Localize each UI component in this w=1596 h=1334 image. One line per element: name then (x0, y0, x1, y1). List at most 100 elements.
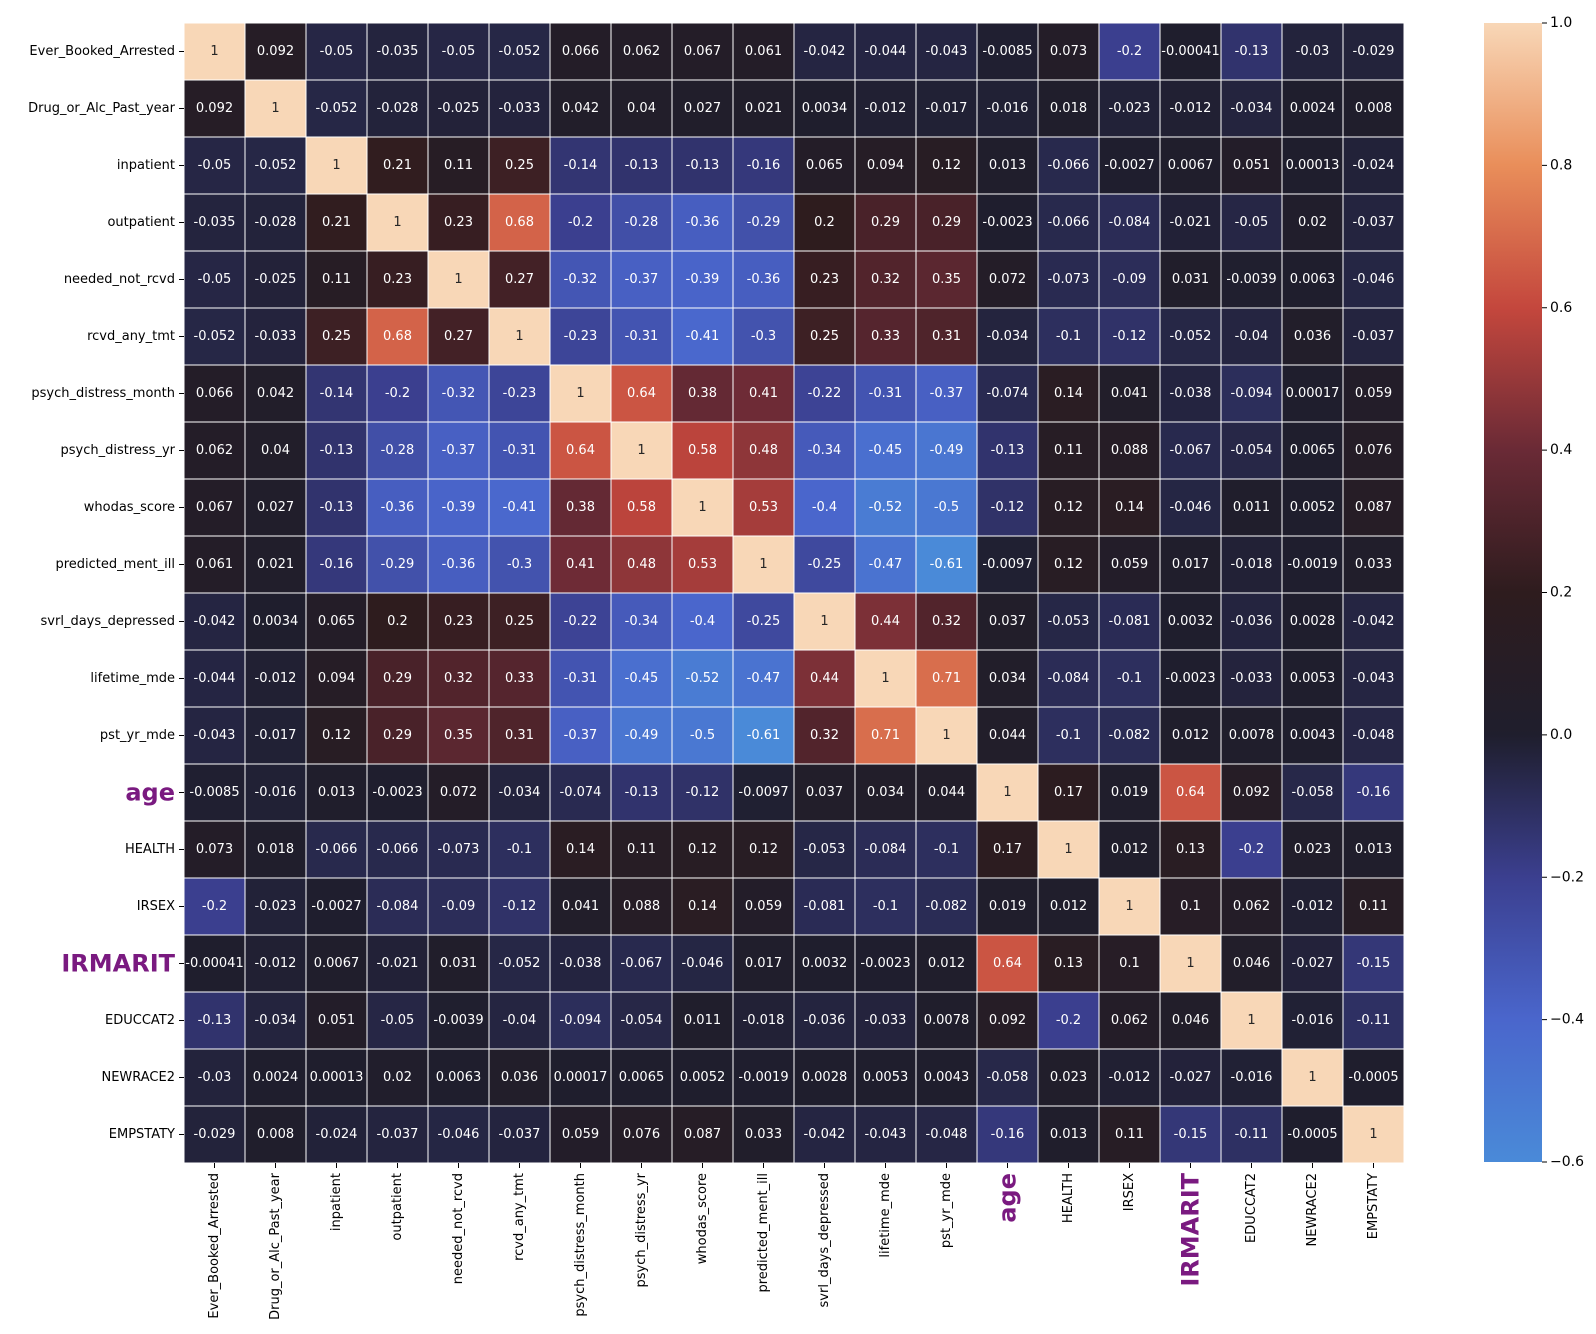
cell-annotation-18-14: 0.023 (1050, 1070, 1087, 1085)
cell-annotation-8-16: -0.046 (1170, 500, 1212, 515)
cell-annotation-8-0: 0.067 (196, 500, 233, 515)
cell-annotation-9-2: -0.16 (320, 557, 354, 572)
heatmap-cell-18-1 (244, 1048, 307, 1107)
heatmap-cell-12-17 (1220, 706, 1283, 765)
heatmap-cell-3-11 (854, 193, 917, 252)
cell-annotation-3-12: 0.29 (932, 215, 961, 230)
heatmap-cell-4-13 (976, 250, 1039, 309)
cell-annotation-12-11: 0.71 (871, 728, 900, 743)
heatmap-cell-6-10 (793, 364, 856, 423)
cell-annotation-10-2: 0.065 (318, 614, 355, 629)
heatmap-cell-4-10 (793, 250, 856, 309)
heatmap-cell-2-10 (793, 136, 856, 195)
colorbar-tick-label-0: 1.0 (1550, 15, 1572, 31)
cell-annotation-13-6: -0.074 (560, 785, 602, 800)
cell-annotation-12-18: 0.0043 (1290, 728, 1336, 743)
cell-annotation-10-16: 0.0032 (1168, 614, 1214, 629)
cell-annotation-0-19: -0.029 (1353, 44, 1395, 59)
heatmap-cell-7-15 (1098, 421, 1161, 480)
heatmap-cell-18-7 (610, 1048, 673, 1107)
heatmap-cell-10-5 (488, 592, 551, 651)
cell-annotation-16-13: 0.64 (993, 956, 1022, 971)
cell-annotation-10-10: 1 (820, 614, 828, 629)
cell-annotation-9-9: 1 (759, 557, 767, 572)
heatmap-cell-6-11 (854, 364, 917, 423)
cell-annotation-4-11: 0.32 (871, 272, 900, 287)
cell-annotation-5-0: -0.052 (194, 329, 236, 344)
cell-annotation-6-8: 0.38 (688, 386, 717, 401)
heatmap-cell-14-13 (976, 820, 1039, 879)
heatmap-cell-13-3 (366, 763, 429, 822)
heatmap-cell-11-1 (244, 649, 307, 708)
cell-annotation-6-1: 0.042 (257, 386, 294, 401)
cell-annotation-8-3: -0.36 (381, 500, 415, 515)
x-tick-label-NEWRACE2: NEWRACE2 (1305, 1173, 1320, 1247)
cell-annotation-6-14: 0.14 (1054, 386, 1083, 401)
cell-annotation-19-14: 0.013 (1050, 1127, 1087, 1142)
cell-annotation-6-13: -0.074 (987, 386, 1029, 401)
cell-annotation-15-13: 0.019 (989, 899, 1026, 914)
cell-annotation-19-8: 0.087 (684, 1127, 721, 1142)
heatmap-cell-4-4 (427, 250, 490, 309)
cell-annotation-15-14: 0.012 (1050, 899, 1087, 914)
cell-annotation-13-10: 0.037 (806, 785, 843, 800)
heatmap-cell-14-17 (1220, 820, 1283, 879)
cell-annotation-4-10: 0.23 (810, 272, 839, 287)
heatmap-cell-9-18 (1281, 535, 1344, 594)
cell-annotation-11-15: -0.1 (1117, 671, 1142, 686)
cell-annotation-7-4: -0.37 (442, 443, 476, 458)
cell-annotation-13-7: -0.13 (625, 785, 659, 800)
cell-annotation-10-4: 0.23 (444, 614, 473, 629)
heatmap-cell-5-2 (305, 307, 368, 366)
heatmap-cell-7-16 (1159, 421, 1222, 480)
cell-annotation-18-9: -0.0019 (738, 1070, 788, 1085)
x-tick-label-svrl_days_depressed: svrl_days_depressed (817, 1173, 832, 1307)
cell-annotation-1-6: 0.042 (562, 101, 599, 116)
cell-annotation-12-19: -0.048 (1353, 728, 1395, 743)
cell-annotation-10-11: 0.44 (871, 614, 900, 629)
heatmap-cell-2-12 (915, 136, 978, 195)
heatmap-cell-4-18 (1281, 250, 1344, 309)
heatmap-cell-7-8 (671, 421, 734, 480)
cell-annotation-14-8: 0.12 (688, 842, 717, 857)
heatmap-cell-17-3 (366, 991, 429, 1050)
cell-annotation-9-5: -0.3 (507, 557, 532, 572)
cell-annotation-17-5: -0.04 (503, 1013, 537, 1028)
cell-annotation-18-6: 0.00017 (554, 1070, 608, 1085)
heatmap-cell-5-12 (915, 307, 978, 366)
cell-annotation-15-19: 0.11 (1359, 899, 1388, 914)
cell-annotation-13-4: 0.072 (440, 785, 477, 800)
cell-annotation-16-6: -0.038 (560, 956, 602, 971)
cell-annotation-17-1: -0.034 (255, 1013, 297, 1028)
heatmap-cell-17-6 (549, 991, 612, 1050)
heatmap-cell-11-11 (854, 649, 917, 708)
heatmap-cell-6-2 (305, 364, 368, 423)
heatmap-cell-0-19 (1342, 22, 1405, 81)
cell-annotation-10-9: -0.25 (747, 614, 781, 629)
cell-annotation-17-2: 0.051 (318, 1013, 355, 1028)
heatmap-cell-9-2 (305, 535, 368, 594)
cell-annotation-0-0: 1 (210, 44, 218, 59)
cell-annotation-3-13: -0.0023 (982, 215, 1032, 230)
heatmap-cell-4-1 (244, 250, 307, 309)
cell-annotation-11-14: -0.084 (1048, 671, 1090, 686)
heatmap-cell-0-0 (183, 22, 246, 81)
heatmap-cell-6-13 (976, 364, 1039, 423)
heatmap-cell-0-11 (854, 22, 917, 81)
cell-annotation-15-10: -0.081 (804, 899, 846, 914)
cell-annotation-4-13: 0.072 (989, 272, 1026, 287)
heatmap-cell-10-15 (1098, 592, 1161, 651)
heatmap-cell-7-2 (305, 421, 368, 480)
cell-annotation-18-8: 0.0052 (680, 1070, 726, 1085)
heatmap-cell-4-3 (366, 250, 429, 309)
cell-annotation-3-5: 0.68 (505, 215, 534, 230)
cell-annotation-0-7: 0.062 (623, 44, 660, 59)
cell-annotation-14-17: -0.2 (1239, 842, 1264, 857)
heatmap-cell-5-3 (366, 307, 429, 366)
cell-annotation-17-6: -0.094 (560, 1013, 602, 1028)
heatmap-cell-1-0 (183, 79, 246, 138)
heatmap-cell-11-19 (1342, 649, 1405, 708)
cell-annotation-4-4: 1 (454, 272, 462, 287)
cell-annotation-15-15: 1 (1125, 899, 1133, 914)
heatmap-cell-1-7 (610, 79, 673, 138)
